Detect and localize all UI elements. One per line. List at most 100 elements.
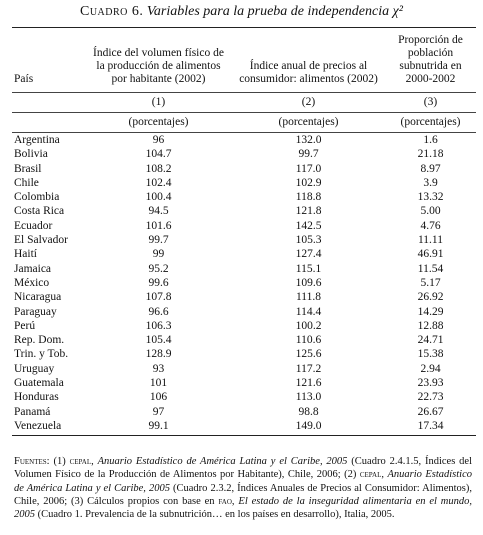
footnote-text: (1) bbox=[49, 456, 70, 467]
table-row: El Salvador 99.7 105.3 11.11 bbox=[12, 233, 476, 247]
footnote-text: (Cuadro 2.3.2, Índices Anuales de Precio… bbox=[14, 482, 472, 507]
column-number-row: (1) (2) (3) bbox=[12, 92, 476, 113]
country-cell: Panamá bbox=[14, 405, 51, 418]
value-cell: 2.94 bbox=[420, 362, 441, 375]
table-body: Argentina 96 132.0 1.6 Bolivia 104.7 99.7 21.18… bbox=[12, 133, 476, 437]
value-cell: 12.88 bbox=[417, 319, 444, 332]
value-cell: 100.4 bbox=[145, 191, 172, 204]
value-cell: 117.0 bbox=[295, 162, 322, 175]
value-cell: 11.11 bbox=[417, 234, 444, 247]
country-cell: Honduras bbox=[14, 391, 59, 404]
value-cell: 132.0 bbox=[295, 134, 322, 146]
header-row: País Índice del volumen físico de la pro… bbox=[12, 27, 476, 93]
value-cell: 109.6 bbox=[295, 276, 322, 289]
table-row: Brasil 108.2 117.0 8.97 bbox=[12, 162, 476, 176]
table-row: Chile 102.4 102.9 3.9 bbox=[12, 176, 476, 190]
unit: (porcentajes) bbox=[85, 112, 232, 133]
value-cell: 108.2 bbox=[145, 162, 172, 175]
data-table: País Índice del volumen físico de la pro… bbox=[12, 27, 476, 437]
value-cell: 98.8 bbox=[298, 405, 319, 418]
country-cell: Argentina bbox=[14, 134, 60, 146]
unit: (porcentajes) bbox=[232, 112, 385, 133]
column-header: Índice del volumen físico de la producci… bbox=[85, 27, 232, 93]
country-cell: Colombia bbox=[14, 191, 60, 204]
table-row: Venezuela 99.1 149.0 17.34 bbox=[12, 418, 476, 437]
blank-cell bbox=[12, 92, 85, 113]
table-row: Bolivia 104.7 99.7 21.18 bbox=[12, 147, 476, 161]
value-cell: 102.9 bbox=[295, 176, 322, 189]
value-cell: 104.7 bbox=[145, 148, 172, 161]
country-cell: Guatemala bbox=[14, 377, 64, 390]
value-cell: 105.4 bbox=[145, 334, 172, 347]
footnote-text: Anuario Estadístico de América Latina y … bbox=[97, 456, 348, 467]
footnote-text: , bbox=[91, 456, 98, 467]
value-cell: 15.38 bbox=[417, 348, 444, 361]
value-cell: 115.1 bbox=[295, 262, 322, 275]
value-cell: 22.73 bbox=[417, 391, 444, 404]
table-row: Perú 106.3 100.2 12.88 bbox=[12, 319, 476, 333]
footnote-text: Fuentes: bbox=[14, 456, 50, 467]
country-cell: Bolivia bbox=[14, 148, 48, 161]
table-title: Cuadro 6. Variables para la prueba de in… bbox=[0, 4, 483, 20]
value-cell: 21.18 bbox=[417, 148, 444, 161]
value-cell: 117.2 bbox=[295, 362, 322, 375]
value-cell: 128.9 bbox=[145, 348, 172, 361]
value-cell: 100.2 bbox=[295, 319, 322, 332]
value-cell: 11.54 bbox=[417, 262, 444, 275]
value-cell: 105.3 bbox=[295, 234, 322, 247]
footnote-text: , bbox=[381, 469, 388, 481]
value-cell: 5.00 bbox=[420, 205, 441, 218]
column-header: Proporción de población subnutrida en 20… bbox=[385, 27, 476, 93]
table-row: Jamaica 95.2 115.1 11.54 bbox=[12, 262, 476, 276]
table-row: Guatemala 101 121.6 23.93 bbox=[12, 376, 476, 390]
value-cell: 121.6 bbox=[295, 377, 322, 390]
value-cell: 149.0 bbox=[232, 418, 385, 437]
table-row: Colombia 100.4 118.8 13.32 bbox=[12, 190, 476, 204]
value-cell: 106.3 bbox=[145, 319, 172, 332]
footnote-text: El estado de la inseguridad alimentaria … bbox=[14, 495, 473, 521]
table-label: Cuadro 6. bbox=[79, 4, 144, 19]
country-cell: Perú bbox=[14, 319, 36, 332]
footnote-text: cepal bbox=[69, 456, 92, 467]
column-header: Índice anual de precios al consumidor: a… bbox=[232, 27, 385, 93]
value-cell: 24.71 bbox=[417, 334, 444, 347]
footnote-text: Anuario Estadístico de América Latina y … bbox=[14, 469, 472, 494]
value-cell: 4.76 bbox=[420, 219, 441, 232]
country-cell: Nicaragua bbox=[14, 291, 62, 304]
country-cell: El Salvador bbox=[14, 234, 68, 247]
column-header: País bbox=[12, 27, 85, 93]
value-cell: 99 bbox=[152, 248, 165, 261]
value-cell: 118.8 bbox=[295, 191, 322, 204]
value-cell: 1.6 bbox=[423, 134, 438, 146]
country-cell: Trin. y Tob. bbox=[14, 348, 69, 361]
value-cell: 17.34 bbox=[385, 418, 476, 437]
value-cell: 94.5 bbox=[148, 205, 169, 218]
value-cell: 46.91 bbox=[417, 248, 444, 261]
country-cell: Haití bbox=[14, 248, 37, 261]
value-cell: 107.8 bbox=[145, 291, 172, 304]
value-cell: 111.8 bbox=[295, 291, 322, 304]
table-row: Haití 99 127.4 46.91 bbox=[12, 247, 476, 261]
table-row: Ecuador 101.6 142.5 4.76 bbox=[12, 219, 476, 233]
table-row: Rep. Dom. 105.4 110.6 24.71 bbox=[12, 333, 476, 347]
country-cell: Brasil bbox=[14, 162, 42, 175]
footnote-text: cepal bbox=[359, 469, 382, 481]
footnote: Fuentes: (1) cepal, Anuario Estadístico … bbox=[14, 455, 472, 521]
table-row: Honduras 106 113.0 22.73 bbox=[12, 390, 476, 404]
value-cell: 113.0 bbox=[295, 391, 322, 404]
country-cell: Paraguay bbox=[14, 305, 57, 318]
value-cell: 99.7 bbox=[298, 148, 319, 161]
value-cell: 95.2 bbox=[148, 262, 169, 275]
country-cell: México bbox=[14, 276, 50, 289]
footnote-text: (Cuadro 2.4.1.5, Índices del Volumen Fís… bbox=[14, 456, 472, 481]
value-cell: 5.17 bbox=[420, 276, 441, 289]
table-head: País Índice del volumen físico de la pro… bbox=[12, 27, 476, 133]
footnote-text: (Cuadro 1. Prevalencia de la subnutrició… bbox=[35, 509, 395, 521]
column-number: (3) bbox=[385, 92, 476, 113]
unit-row: (porcentajes) (porcentajes) (porcentajes… bbox=[12, 112, 476, 133]
value-cell: 102.4 bbox=[145, 176, 172, 189]
value-cell: 121.8 bbox=[295, 205, 322, 218]
column-number: (1) bbox=[85, 92, 232, 113]
value-cell: 96.6 bbox=[148, 305, 169, 318]
